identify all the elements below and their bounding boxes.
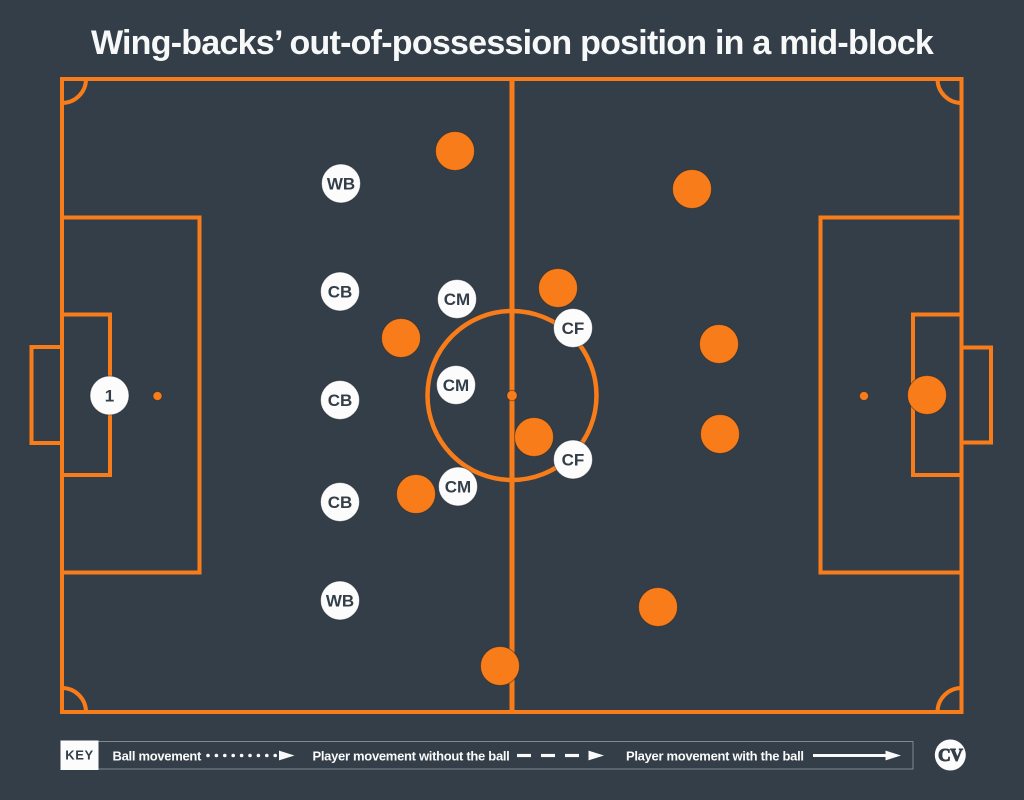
svg-text:CF: CF: [562, 451, 585, 470]
svg-text:CB: CB: [328, 283, 353, 302]
svg-text:Wing-backs’ out-of-possession: Wing-backs’ out-of-possession position i…: [91, 24, 934, 62]
svg-text:CV: CV: [938, 745, 963, 765]
svg-text:Ball movement: Ball movement: [113, 749, 203, 764]
svg-text:CM: CM: [444, 290, 470, 309]
svg-text:KEY: KEY: [65, 748, 94, 763]
svg-text:CM: CM: [443, 376, 469, 395]
svg-text:Player movement with the ball: Player movement with the ball: [626, 749, 804, 764]
svg-text:CB: CB: [328, 493, 353, 512]
svg-text:Player movement without the ba: Player movement without the ball: [313, 749, 510, 764]
svg-text:WB: WB: [326, 592, 354, 611]
svg-text:1: 1: [105, 387, 114, 406]
svg-text:CB: CB: [328, 391, 353, 410]
svg-text:CM: CM: [445, 478, 471, 497]
svg-text:CF: CF: [562, 319, 585, 338]
svg-text:WB: WB: [327, 175, 355, 194]
